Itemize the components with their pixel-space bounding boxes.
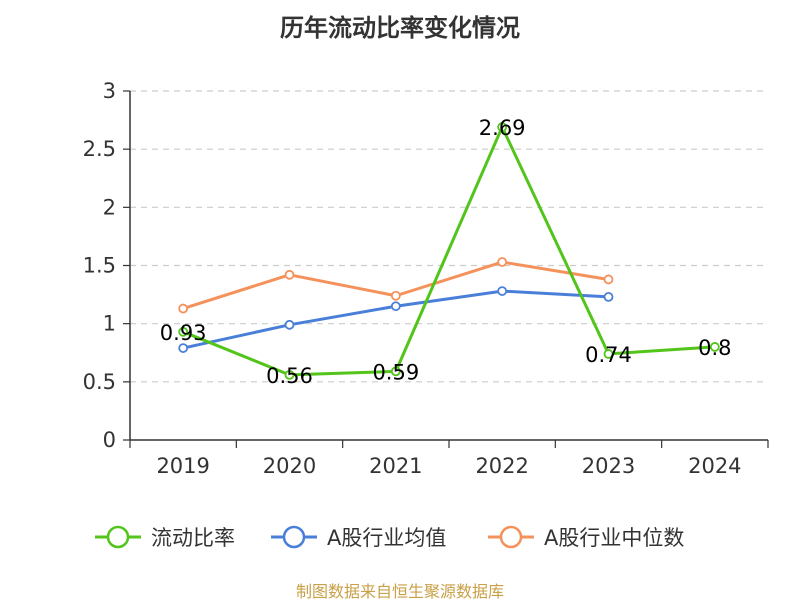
x-tick-label: 2024 bbox=[688, 454, 741, 478]
x-tick-label: 2019 bbox=[156, 454, 209, 478]
data-point[interactable] bbox=[497, 122, 508, 132]
data-point[interactable] bbox=[178, 303, 189, 314]
data-point[interactable] bbox=[603, 274, 614, 285]
x-tick-label: 2020 bbox=[263, 454, 316, 478]
data-label: 0.8 bbox=[698, 336, 731, 360]
data-label: 2.69 bbox=[479, 116, 526, 140]
data-point[interactable] bbox=[178, 343, 189, 353]
y-tick-label: 3 bbox=[103, 79, 116, 103]
legend-label[interactable]: A股行业均值 bbox=[327, 526, 446, 550]
data-point[interactable] bbox=[178, 326, 189, 337]
x-tick-label: 2021 bbox=[369, 454, 422, 478]
y-tick-label: 0 bbox=[103, 428, 116, 452]
source-note: 制图数据来自恒生聚源数据库 bbox=[295, 582, 504, 601]
data-point[interactable] bbox=[390, 366, 401, 377]
legend-label[interactable]: A股行业中位数 bbox=[544, 526, 684, 550]
series-line bbox=[182, 125, 715, 377]
y-tick-label: 2.5 bbox=[83, 137, 116, 161]
y-tick-label: 1 bbox=[103, 312, 116, 336]
data-point[interactable] bbox=[284, 269, 295, 280]
data-label: 0.56 bbox=[266, 364, 313, 388]
data-point[interactable] bbox=[603, 349, 614, 359]
x-tick-label: 2023 bbox=[582, 454, 635, 478]
data-point[interactable] bbox=[497, 286, 508, 296]
data-point[interactable] bbox=[390, 290, 401, 301]
x-tick-label: 2022 bbox=[475, 454, 528, 478]
data-point[interactable] bbox=[284, 319, 295, 330]
data-label: 0.59 bbox=[372, 360, 419, 384]
data-point[interactable] bbox=[284, 369, 295, 380]
chart-title: 历年流动比率变化情况 bbox=[280, 14, 520, 42]
data-label: 0.93 bbox=[160, 321, 207, 345]
data-point[interactable] bbox=[390, 301, 401, 312]
data-point[interactable] bbox=[709, 342, 720, 352]
legend-label[interactable]: 流动比率 bbox=[151, 526, 235, 550]
y-tick-label: 0.5 bbox=[83, 370, 116, 394]
data-point[interactable] bbox=[603, 292, 614, 302]
y-tick-label: 1.5 bbox=[83, 254, 116, 278]
data-label: 0.74 bbox=[585, 343, 632, 367]
y-tick-label: 2 bbox=[103, 195, 116, 219]
legend-swatch-marker bbox=[106, 525, 130, 549]
legend-swatch-marker bbox=[499, 525, 523, 549]
legend-swatch-marker bbox=[282, 525, 306, 549]
data-point[interactable] bbox=[497, 257, 508, 267]
